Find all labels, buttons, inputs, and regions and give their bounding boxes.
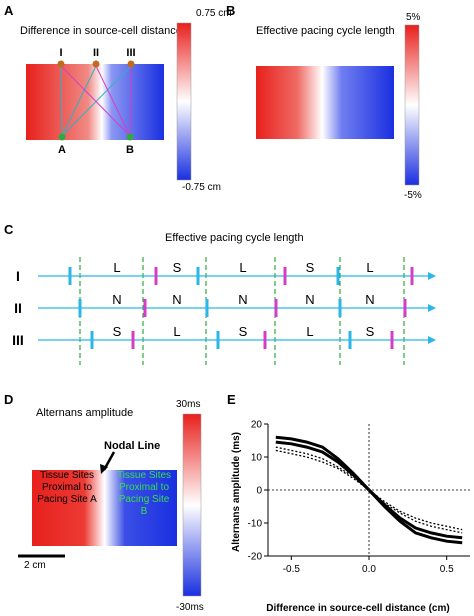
proximal-b-text: Tissue Sites Proximal to Pacing Site B [116, 470, 172, 517]
panel-d-cbar-max: 30ms [176, 399, 201, 410]
panel-a-colorbar [176, 22, 192, 181]
pacing-mark-b [274, 299, 278, 317]
pacing-mark-b [143, 299, 147, 317]
timeline-arrowhead [428, 304, 436, 312]
cycle-label: L [113, 260, 120, 275]
pacing-mark-a [205, 299, 209, 317]
pacing-mark-b [131, 331, 135, 349]
timeline-arrowhead [428, 336, 436, 344]
panel-b-figure [256, 24, 420, 186]
panel-c-label: C [4, 222, 14, 237]
pacing-mark-a [90, 331, 94, 349]
panel-e-label: E [227, 392, 236, 407]
panel-b-label: B [226, 3, 236, 18]
pacing-mark-b [263, 331, 267, 349]
pacing-mark-a [68, 267, 72, 285]
pacing-mark-a [336, 267, 340, 285]
panel-d-cbar-min: -30ms [176, 602, 204, 613]
pacing-mark-b [283, 267, 287, 285]
panel-d-title: Alternans amplitude [36, 407, 134, 419]
cycle-label: L [306, 324, 313, 339]
y-tick-label: -10 [248, 519, 263, 530]
panel-c-title: Effective pacing cycle length [165, 232, 304, 244]
cycle-label: S [113, 324, 122, 339]
panel-a-title: Difference in source-cell distance [20, 25, 182, 37]
y-tick-label: 10 [251, 453, 263, 464]
panel-a-cbar-min: -0.75 cm [182, 182, 221, 193]
site-b-label: B [126, 144, 134, 156]
y-tick-label: 20 [251, 420, 263, 431]
site-i-marker [57, 60, 65, 68]
y-tick-label: 0 [256, 486, 262, 497]
panel-b-heatmap [256, 66, 394, 139]
series-line-3 [275, 449, 463, 531]
site-a-label: A [58, 144, 66, 156]
panel-e-chart: -20 -10 0 10 20 -0.5 0.0 0.5 Difference in sour… [231, 420, 470, 614]
pacing-mark-b [390, 331, 394, 349]
panel-b-title: Effective pacing cycle length [256, 25, 395, 37]
panel-d-colorbar [182, 413, 202, 597]
pacing-mark-a [196, 267, 200, 285]
pacing-mark-a [216, 331, 220, 349]
cycle-label: N [365, 292, 374, 307]
timeline-arrowhead [428, 272, 436, 280]
site-iii-marker [127, 60, 135, 68]
cycle-label: S [306, 260, 315, 275]
x-axis-label: Difference in source-cell distance (cm) [266, 603, 449, 614]
series-line-2 [275, 446, 463, 534]
cycle-label: N [305, 292, 314, 307]
pacing-mark-a [78, 299, 82, 317]
cycle-label: N [112, 292, 121, 307]
x-tick-label: -0.5 [283, 564, 301, 575]
panel-b-colorbar [404, 24, 420, 186]
pacing-mark-b [403, 299, 407, 317]
pacing-mark-b [410, 267, 414, 285]
cycle-label: S [173, 260, 182, 275]
pacing-mark-a [338, 299, 342, 317]
pacing-site-a-marker [58, 133, 66, 141]
panel-d-figure [18, 413, 202, 597]
scale-bar-label: 2 cm [24, 560, 46, 571]
panel-a-label: A [4, 3, 14, 18]
cycle-label: L [239, 260, 246, 275]
pacing-mark-b [154, 267, 158, 285]
site-ii-marker [92, 60, 100, 68]
cycle-label: S [239, 324, 248, 339]
row-label: III [12, 332, 24, 348]
site-iii-label: III [126, 47, 135, 59]
y-tick-label: -20 [248, 552, 263, 563]
cycle-label: N [238, 292, 247, 307]
cycle-label: S [366, 324, 375, 339]
panel-a-cbar-max: 0.75 cm [196, 8, 232, 19]
panel-c-figure: I L S L S L II N N N N N III S L S L S [12, 257, 436, 365]
panel-d-heatmap [32, 470, 177, 546]
nodal-line-label: Nodal Line [104, 440, 161, 452]
proximal-a-text: Tissue Sites Proximal to Pacing Site A [37, 470, 97, 505]
pacing-site-b-marker [126, 133, 134, 141]
row-label: II [14, 300, 22, 316]
panel-b-cbar-max: 5% [406, 12, 421, 23]
pacing-mark-a [348, 331, 352, 349]
panel-a-figure: I II III A B [26, 22, 192, 181]
row-label: I [16, 268, 20, 284]
panel-b-cbar-min: -5% [404, 190, 422, 201]
panel-d-label: D [4, 392, 14, 407]
cycle-label: L [173, 324, 180, 339]
y-axis-label: Alternans amplitude (ms) [231, 432, 242, 552]
site-i-label: I [59, 47, 62, 59]
x-tick-label: 0.5 [440, 564, 454, 575]
cycle-label: N [172, 292, 181, 307]
site-ii-label: II [93, 47, 99, 59]
cycle-label: L [366, 260, 373, 275]
x-tick-label: 0.0 [362, 564, 376, 575]
